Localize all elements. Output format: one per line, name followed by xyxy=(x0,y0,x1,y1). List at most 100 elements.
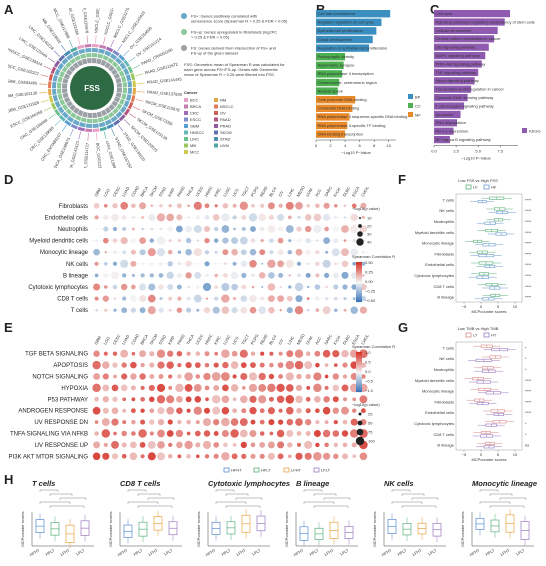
fs-ring-segment xyxy=(77,109,84,117)
correlation-dot xyxy=(94,296,99,301)
kegg-bar xyxy=(434,127,454,135)
y-axis-label: MCPcounter scores xyxy=(372,511,377,546)
correlation-dot xyxy=(138,429,147,438)
x-axis-label: −Log10 P−Value xyxy=(461,155,491,160)
correlation-dot xyxy=(203,225,211,233)
correlation-dot xyxy=(359,452,368,461)
column-label: OV xyxy=(277,190,284,198)
correlation-dot xyxy=(306,386,311,390)
cancer-swatch xyxy=(184,117,188,122)
spoke-line xyxy=(95,35,97,44)
spoke-line xyxy=(103,131,107,140)
legend-label: KEGG xyxy=(529,128,541,133)
correlation-dot xyxy=(250,238,256,243)
color-tick-label: 0.50 xyxy=(365,260,374,265)
fsplus-ring-segment xyxy=(54,100,61,108)
cancer-ring-segment xyxy=(106,46,114,53)
correlation-dot xyxy=(150,204,154,208)
correlation-dot xyxy=(295,201,303,210)
correlation-dot xyxy=(350,224,359,234)
correlation-dot xyxy=(205,273,209,278)
sig-bracket xyxy=(313,493,337,496)
spoke-line xyxy=(96,132,98,141)
correlation-dot xyxy=(121,307,128,314)
correlation-dot xyxy=(315,203,320,209)
correlation-dot xyxy=(352,238,356,243)
colorbar-slice xyxy=(356,282,362,284)
correlation-dot xyxy=(204,250,210,255)
column-label: UCEC xyxy=(194,185,204,197)
x-tick-label: −5 xyxy=(462,452,467,457)
correlation-dot xyxy=(221,225,230,233)
cancer-name: PAAD xyxy=(220,117,231,122)
correlation-dot xyxy=(249,294,257,303)
significance-label: **** xyxy=(525,378,532,383)
correlation-dot xyxy=(168,204,172,208)
go-term-label: RNA polymerase II-specific TF binding xyxy=(318,123,386,128)
y-axis-label: MCPcounter scores xyxy=(196,511,201,546)
row-label: Fibroblasts xyxy=(434,251,454,256)
correlation-dot xyxy=(307,309,310,312)
correlation-dot xyxy=(315,362,320,368)
correlation-dot xyxy=(139,373,146,380)
colorbar-slice xyxy=(356,372,362,374)
size-legend-dot xyxy=(358,412,362,416)
correlation-dot xyxy=(258,213,266,222)
correlation-dot xyxy=(277,260,285,268)
go-term-label: DNA-binding transcription xyxy=(318,131,364,136)
size-legend-dot xyxy=(357,231,363,237)
correlation-dot xyxy=(95,239,98,242)
colorbar-slice xyxy=(356,291,362,293)
correlation-dot xyxy=(349,429,359,438)
spoke-line xyxy=(69,128,74,137)
correlation-dot xyxy=(259,249,266,256)
fsup-ring-segment xyxy=(57,93,63,100)
sample-label: PAAD_GSE111672 xyxy=(144,61,179,75)
correlation-dot xyxy=(286,350,294,358)
go-term-label: Chromatin DNA binding xyxy=(318,106,360,111)
correlation-dot xyxy=(103,442,108,447)
legend-text: FS-up: Genes upregulated in fibroblasts … xyxy=(191,30,278,40)
cancer-ring-segment xyxy=(106,123,114,130)
cancer-swatch xyxy=(214,143,218,148)
correlation-dot xyxy=(232,397,237,402)
column-label: DLBC xyxy=(342,334,352,346)
sample-label: NM_GSE115978 xyxy=(82,8,90,34)
colorbar-slice xyxy=(356,296,362,298)
fsup-ring-segment xyxy=(121,76,127,83)
column-label: UCEC xyxy=(194,333,204,345)
column-label: KIRC xyxy=(213,335,222,346)
correlation-dot xyxy=(221,213,230,222)
fsup-ring-segment xyxy=(57,82,62,88)
correlation-dot xyxy=(141,227,144,231)
panel-d-svg: GBM LGG CESC LUAD COAD BRCA SKCM STAD KIRP PRAD TH… xyxy=(28,185,395,315)
correlation-dot xyxy=(168,385,173,390)
significance-label: **** xyxy=(525,284,532,289)
go-bar xyxy=(316,35,373,44)
correlation-dot xyxy=(288,274,292,277)
correlation-dot xyxy=(176,441,183,449)
x-tick-label: 0.0 xyxy=(431,148,437,153)
colorbar-slice xyxy=(356,278,362,280)
correlation-dot xyxy=(194,430,201,437)
fs-ring-segment xyxy=(113,73,121,80)
colorbar-slice xyxy=(356,279,362,281)
correlation-dot xyxy=(166,430,174,437)
y-axis-label: MCPcounter scores xyxy=(284,511,289,546)
y-axis-label: MCPcounter scores xyxy=(20,511,25,546)
correlation-dot xyxy=(139,249,146,256)
correlation-dot xyxy=(352,397,357,402)
row-label: APOPTOSIS xyxy=(53,363,88,369)
color-tick-label: −0.25 xyxy=(365,289,376,294)
correlation-dot xyxy=(177,374,182,379)
cancer-swatch xyxy=(214,130,218,135)
sample-label: UVM_GSE139829 xyxy=(105,140,119,168)
correlation-dot xyxy=(213,238,219,243)
sig-bracket xyxy=(147,497,175,500)
correlation-dot xyxy=(250,419,256,425)
fs-ring-segment xyxy=(66,100,73,108)
go-bar xyxy=(316,44,370,52)
correlation-dot xyxy=(305,272,311,278)
correlation-dot xyxy=(331,248,340,257)
cancer-ring-segment xyxy=(85,128,92,132)
